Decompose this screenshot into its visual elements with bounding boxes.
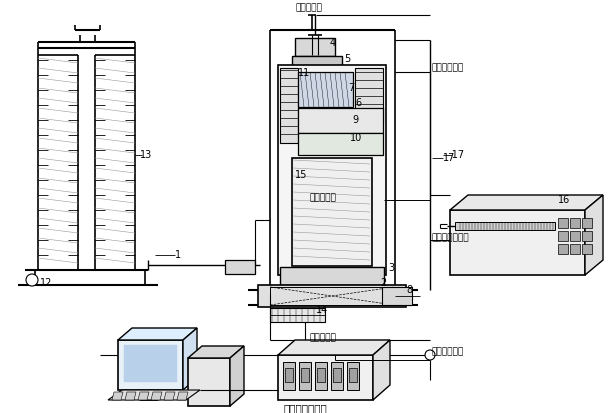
Bar [285,368,293,382]
Bar [278,65,386,275]
Text: 11: 11 [298,68,310,78]
Bar [292,56,342,66]
Bar [317,368,325,382]
Polygon shape [278,340,390,355]
Bar [124,345,176,381]
Bar [298,133,383,155]
Text: 9: 9 [352,115,358,125]
Text: 10: 10 [350,133,362,143]
Bar [331,362,343,390]
Text: 1: 1 [175,250,181,260]
Bar [570,244,580,254]
Text: 数据采集控制盒: 数据采集控制盒 [283,403,327,413]
Polygon shape [138,392,149,400]
Bar [278,355,373,400]
Text: 14: 14 [316,305,328,315]
Bar [124,345,176,381]
Bar [382,287,412,305]
Bar [582,231,592,241]
Bar [570,218,580,228]
Text: 6: 6 [355,98,361,108]
Bar [298,72,353,107]
Bar [225,260,255,274]
Text: —17: —17 [443,150,465,160]
Polygon shape [183,328,197,390]
Bar [349,368,357,382]
Text: 13: 13 [140,150,152,160]
Bar [582,244,592,254]
Bar [355,68,383,123]
Polygon shape [151,392,162,400]
Text: 流量数据线: 流量数据线 [310,334,337,342]
Bar [280,267,384,285]
Polygon shape [112,392,123,400]
Bar [558,231,568,241]
Polygon shape [164,392,175,400]
Text: 5: 5 [344,54,350,64]
Bar [582,218,592,228]
Bar [299,362,311,390]
Text: 15: 15 [295,170,307,180]
Bar [280,68,298,143]
Text: 12: 12 [40,278,53,288]
Text: 位移数据线: 位移数据线 [295,3,322,12]
Text: 7: 7 [348,83,354,93]
Bar [455,222,555,230]
Bar [450,210,585,275]
Circle shape [26,274,38,286]
Polygon shape [585,195,603,275]
Polygon shape [118,328,197,340]
Bar [315,362,327,390]
Bar [283,362,295,390]
Bar [298,108,383,133]
Text: 制冷头温控线: 制冷头温控线 [432,64,465,73]
Text: 4: 4 [330,38,336,48]
Bar [333,368,341,382]
Polygon shape [177,392,188,400]
Bar [347,362,359,390]
Bar [188,358,230,406]
Text: 温度数据线: 温度数据线 [310,194,337,202]
Polygon shape [373,340,390,400]
Polygon shape [450,195,603,210]
Text: 液压体积控制线: 液压体积控制线 [432,233,469,242]
Bar [292,158,372,266]
Polygon shape [108,390,200,400]
Bar [118,340,183,390]
Text: 8: 8 [406,285,412,295]
Text: 采集控制总线: 采集控制总线 [432,347,465,356]
Bar [270,308,325,322]
Text: 17: 17 [443,153,455,163]
Bar [558,244,568,254]
Polygon shape [188,346,244,358]
Circle shape [425,350,435,360]
Bar [570,231,580,241]
Text: 16: 16 [558,195,570,205]
Bar [270,287,394,305]
Bar [295,38,335,56]
Text: 2: 2 [380,278,386,288]
Polygon shape [230,346,244,406]
Bar [558,218,568,228]
Polygon shape [125,392,136,400]
Bar [301,368,309,382]
Bar [258,285,406,307]
Text: 3: 3 [388,263,394,273]
